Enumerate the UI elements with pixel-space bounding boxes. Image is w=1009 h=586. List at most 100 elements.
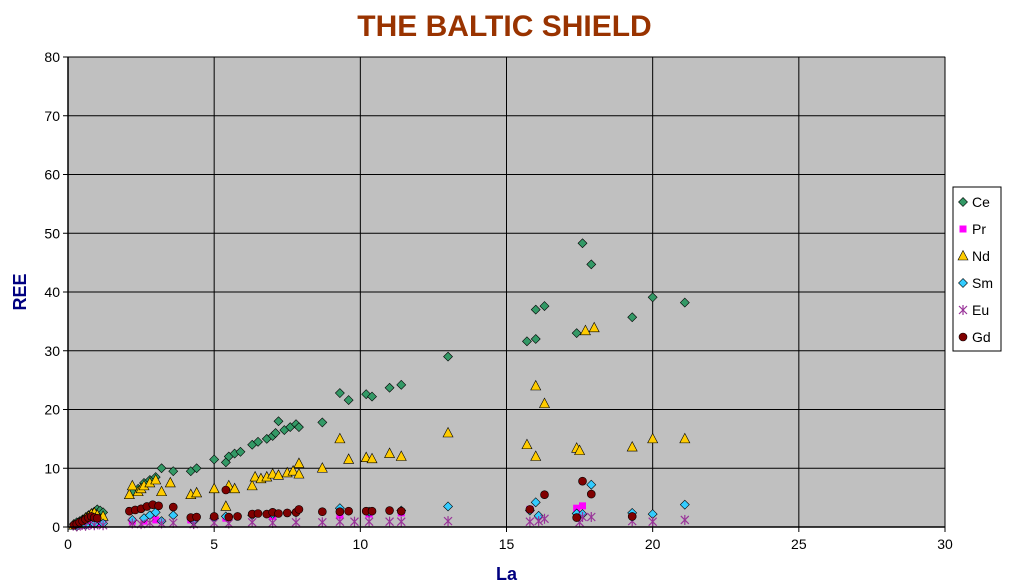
data-point-gd xyxy=(578,476,587,486)
data-point-nd xyxy=(126,479,138,491)
data-point-nd xyxy=(647,432,659,444)
data-point-sm xyxy=(586,479,597,490)
data-point-gd xyxy=(385,506,394,515)
y-tick-label: 10 xyxy=(44,460,60,476)
data-point-nd xyxy=(249,470,261,482)
data-point-ce xyxy=(156,463,167,474)
legend-item-sm: Sm xyxy=(958,275,993,291)
data-point-gd xyxy=(224,512,234,522)
data-point-ce xyxy=(235,446,246,457)
data-point-nd xyxy=(539,397,551,408)
data-point-ce xyxy=(367,391,377,402)
data-point-ce xyxy=(443,351,453,362)
data-point-nd xyxy=(208,482,220,494)
data-point-ce xyxy=(647,292,658,303)
data-point-nd xyxy=(530,450,542,461)
legend-marker-eu xyxy=(958,305,968,315)
data-point-gd xyxy=(274,509,283,518)
data-point-gd xyxy=(168,502,178,512)
data-point-eu xyxy=(247,517,257,528)
data-point-nd xyxy=(626,440,638,452)
data-point-nd xyxy=(574,444,586,455)
x-tick-label: 10 xyxy=(353,536,369,552)
data-point-gd xyxy=(221,485,231,495)
data-point-ce xyxy=(530,334,541,344)
grid-lines xyxy=(67,56,946,528)
data-point-eu xyxy=(268,517,278,528)
data-point-eu xyxy=(89,520,99,531)
data-point-ce xyxy=(522,336,532,347)
y-tick-label: 60 xyxy=(44,167,60,183)
legend-item-gd: Gd xyxy=(958,329,991,345)
data-point-eu xyxy=(534,516,544,527)
legend-item-ce: Ce xyxy=(958,194,990,210)
data-point-ce xyxy=(253,436,263,447)
data-point-nd xyxy=(123,488,135,499)
data-point-gd xyxy=(294,505,304,514)
legend-marker-gd xyxy=(958,332,968,342)
legend-label-eu: Eu xyxy=(972,302,989,318)
data-point-gd xyxy=(344,506,353,516)
data-point-ce xyxy=(343,395,354,406)
legend-box xyxy=(952,186,1002,352)
data-point-nd xyxy=(395,450,407,461)
data-point-eu xyxy=(335,516,345,527)
data-point-ce xyxy=(273,416,284,427)
y-tick-label: 20 xyxy=(44,402,60,418)
data-point-ce xyxy=(384,382,395,393)
y-tick-label: 80 xyxy=(44,49,60,65)
data-point-ce xyxy=(270,428,281,438)
data-point-nd xyxy=(287,465,299,476)
data-point-nd xyxy=(220,500,232,511)
data-point-eu xyxy=(291,517,301,528)
data-point-eu xyxy=(317,517,327,528)
data-point-gd xyxy=(233,512,242,521)
x-tick-label: 25 xyxy=(791,536,807,552)
data-point-nd xyxy=(521,438,533,450)
data-point-eu xyxy=(350,516,359,527)
data-point-sm xyxy=(679,499,690,510)
data-point-eu xyxy=(540,513,549,524)
data-point-gd xyxy=(540,490,549,499)
x-tick-label: 20 xyxy=(645,536,661,552)
data-point-nd xyxy=(316,462,328,473)
legend-marker-nd xyxy=(957,249,969,261)
data-point-nd xyxy=(366,452,378,464)
data-point-gd xyxy=(586,489,596,499)
data-point-eu xyxy=(385,516,394,527)
data-point-nd xyxy=(229,482,241,494)
data-point-gd xyxy=(627,512,637,521)
legend-item-eu: Eu xyxy=(958,302,989,318)
y-tick-label: 30 xyxy=(44,343,60,359)
data-point-nd xyxy=(579,324,591,336)
data-point-ce xyxy=(530,304,541,315)
y-tick-label: 40 xyxy=(44,284,60,300)
x-axis-label: La xyxy=(496,564,518,584)
data-point-nd xyxy=(246,479,258,491)
data-point-sm xyxy=(443,501,453,512)
legend-marker-pr xyxy=(959,225,967,233)
chart-title: THE BALTIC SHIELD xyxy=(357,10,652,43)
data-point-pr xyxy=(579,502,587,510)
data-point-ce xyxy=(294,422,304,433)
y-tick-label: 70 xyxy=(44,108,60,124)
data-point-nd xyxy=(164,476,176,488)
data-point-eu xyxy=(648,516,658,527)
x-tick-label: 15 xyxy=(499,536,515,552)
legend-label-gd: Gd xyxy=(972,329,991,345)
data-point-ce xyxy=(627,312,638,323)
data-point-nd xyxy=(150,473,162,485)
y-tick-label: 0 xyxy=(52,519,60,535)
data-point-nd xyxy=(679,432,691,444)
data-point-gd xyxy=(253,509,263,518)
data-point-nd xyxy=(334,432,346,444)
data-point-gd xyxy=(525,505,535,514)
data-point-ce xyxy=(577,238,588,249)
data-point-pr xyxy=(573,504,581,512)
data-point-nd xyxy=(293,467,305,479)
data-point-eu xyxy=(680,514,690,525)
legend-marker-sm xyxy=(958,278,968,288)
data-point-ce xyxy=(209,454,220,465)
